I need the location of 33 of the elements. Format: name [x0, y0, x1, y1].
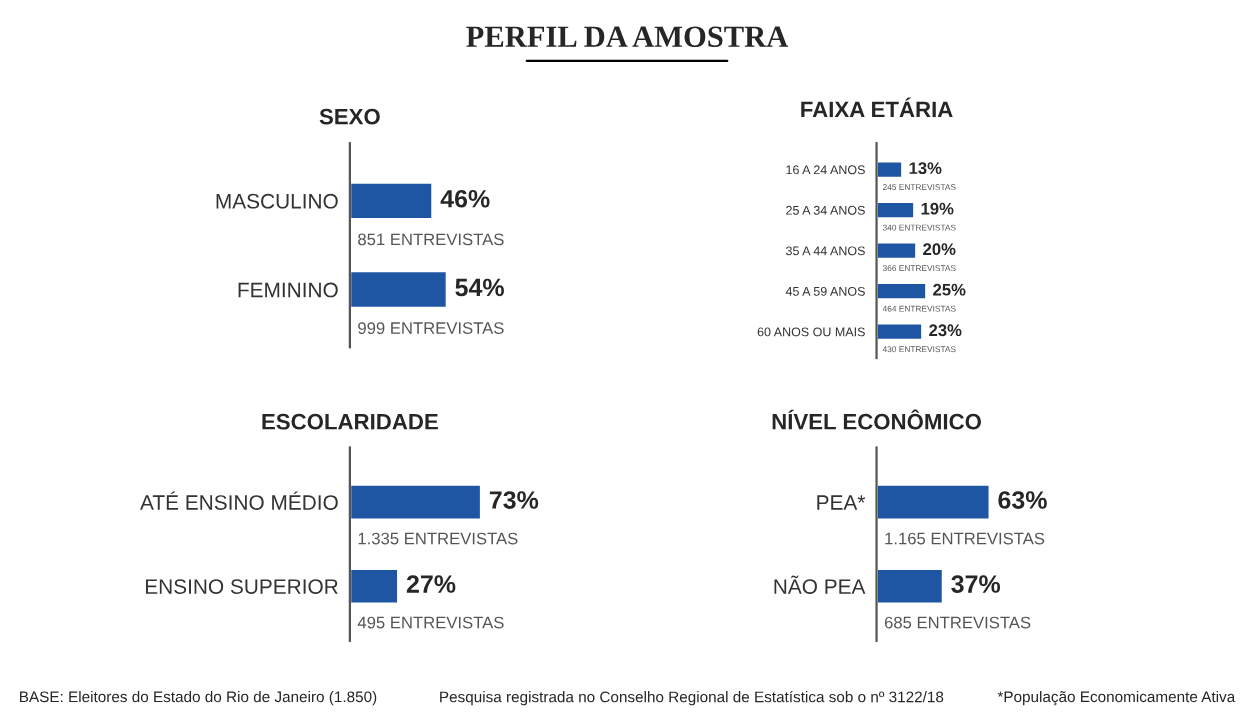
- bar: [876, 281, 928, 302]
- data-label: 19%: [921, 202, 954, 215]
- annotation: 685 ENTREVISTAS: [884, 616, 1031, 629]
- y-tick-label: PEA*: [817, 495, 866, 510]
- annotation: 851 ENTREVISTAS: [358, 233, 504, 246]
- bar: [876, 321, 924, 342]
- data-label: 13%: [909, 162, 942, 175]
- data-label: 46%: [440, 189, 490, 208]
- chart-title: ESCOLARIDADE: [262, 413, 438, 430]
- annotation: 999 ENTREVISTAS: [358, 322, 504, 334]
- annotation: 495 ENTREVISTAS: [357, 616, 504, 629]
- annotation: 1.335 ENTREVISTAS: [358, 532, 518, 545]
- chart-title: NÍVEL ECONÔMICO: [772, 409, 981, 430]
- data-label: 27%: [406, 575, 456, 593]
- bar: [876, 159, 904, 180]
- data-label: 37%: [951, 575, 1001, 593]
- chart-title: FAIXA ETÁRIA: [801, 97, 953, 118]
- chart-title: SEXO: [319, 108, 380, 125]
- data-label: 25%: [933, 283, 966, 296]
- data-label: 73%: [489, 491, 539, 509]
- data-label: 23%: [929, 324, 962, 337]
- y-tick-label: ENSINO SUPERIOR: [145, 579, 338, 594]
- bar: [876, 240, 918, 261]
- y-tick-label: ATÉ ENSINO MÉDIO: [140, 491, 338, 510]
- y-tick-label: FEMININO: [238, 282, 338, 298]
- data-label: 63%: [998, 491, 1047, 509]
- data-label: 54%: [455, 278, 504, 297]
- y-tick-label: MASCULINO: [216, 193, 338, 209]
- bar: [876, 200, 916, 220]
- data-label: 20%: [923, 243, 956, 256]
- y-tick-label: NÃO PEA: [774, 575, 866, 594]
- annotation: 1.165 ENTREVISTAS: [885, 532, 1045, 545]
- text: PERFIL DA AMOSTRA: [466, 26, 789, 48]
